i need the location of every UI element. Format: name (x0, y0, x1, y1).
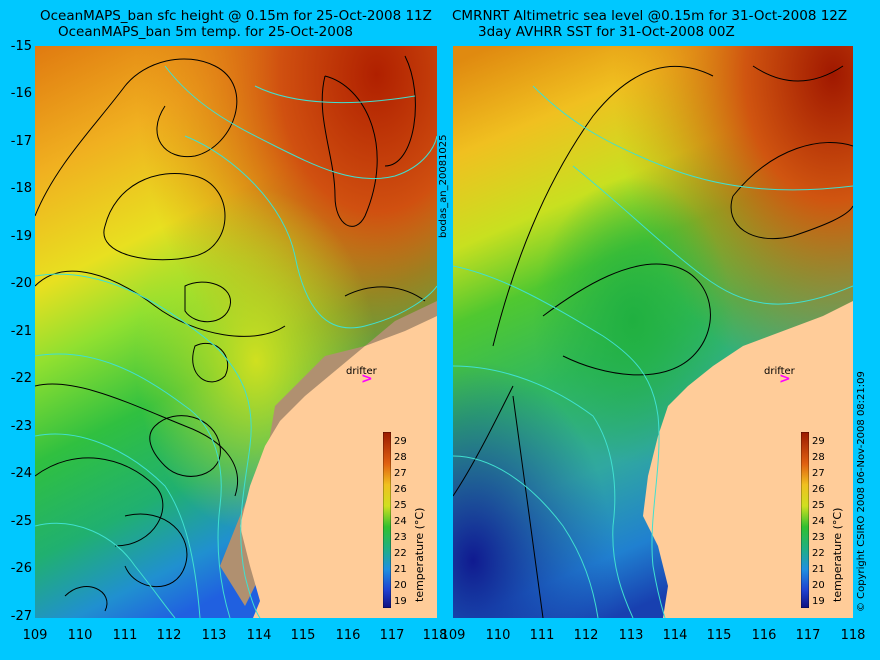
cbar-value: 20 (812, 580, 825, 591)
x-tick: 110 (485, 628, 511, 643)
x-tick: 118 (422, 628, 448, 643)
cbar-value: 22 (812, 548, 825, 559)
side-label: bodas_an_20081025 (438, 134, 449, 238)
cbar-value: 25 (394, 500, 407, 511)
x-tick: 115 (290, 628, 316, 643)
x-tick: 117 (795, 628, 821, 643)
cbar-value: 21 (812, 564, 825, 575)
cbar-value: 24 (394, 516, 407, 527)
x-tick: 111 (112, 628, 138, 643)
y-tick: -24 (10, 466, 32, 481)
cbar-value: 28 (812, 452, 825, 463)
y-tick: -15 (10, 39, 32, 54)
shelf-region (220, 301, 437, 606)
cbar-value: 23 (812, 532, 825, 543)
cbar-value: 21 (394, 564, 407, 575)
cbar-value: 24 (812, 516, 825, 527)
y-tick: -19 (10, 229, 32, 244)
x-tick: 116 (335, 628, 361, 643)
x-tick: 113 (618, 628, 644, 643)
y-tick: -27 (10, 609, 32, 624)
y-tick: -21 (10, 324, 32, 339)
cbar-value: 27 (394, 468, 407, 479)
cbar-value: 27 (812, 468, 825, 479)
y-tick: -16 (10, 86, 32, 101)
y-tick: -25 (10, 514, 32, 529)
right-title-line2: 3day AVHRR SST for 31-Oct-2008 00Z (478, 24, 735, 40)
cbar-value: 28 (394, 452, 407, 463)
sea-level-contours (453, 65, 853, 618)
x-tick: 115 (706, 628, 732, 643)
left-title-line2: OceanMAPS_ban 5m temp. for 25-Oct-2008 (58, 24, 353, 40)
cbar-value: 19 (394, 596, 407, 607)
left-map-panel: 29 28 27 26 25 24 23 22 21 20 19 tempera… (35, 46, 437, 618)
x-tick: 109 (440, 628, 466, 643)
x-tick: 116 (751, 628, 777, 643)
x-tick: 109 (22, 628, 48, 643)
x-tick: 114 (246, 628, 272, 643)
colorbar-gradient (801, 432, 809, 608)
cbar-value: 29 (394, 436, 407, 447)
cbar-title: temperature (°C) (413, 507, 426, 602)
colorbar-gradient (383, 432, 391, 608)
drifter-marker: > (361, 371, 373, 387)
x-tick: 110 (67, 628, 93, 643)
copyright-label: © Copyright CSIRO 2008 06-Nov-2008 08:21… (856, 371, 867, 612)
cbar-value: 20 (394, 580, 407, 591)
bathymetry-contours (453, 85, 853, 618)
x-tick: 118 (840, 628, 866, 643)
x-tick: 113 (201, 628, 227, 643)
y-tick: -22 (10, 371, 32, 386)
cbar-value: 26 (394, 484, 407, 495)
drifter-marker: > (779, 371, 791, 387)
cbar-value: 23 (394, 532, 407, 543)
cbar-value: 19 (812, 596, 825, 607)
land (643, 301, 853, 618)
right-title-line1: CMRNRT Altimetric sea level @0.15m for 3… (452, 8, 848, 24)
y-tick: -20 (10, 276, 32, 291)
cbar-title: temperature (°C) (831, 507, 844, 602)
y-tick: -18 (10, 181, 32, 196)
y-tick: -26 (10, 561, 32, 576)
y-tick: -17 (10, 134, 32, 149)
right-map-svg (453, 46, 853, 618)
y-tick: -23 (10, 419, 32, 434)
drifter-label: drifter (346, 366, 377, 377)
x-tick: 111 (529, 628, 555, 643)
x-tick: 112 (156, 628, 182, 643)
right-map-panel: 29 28 27 26 25 24 23 22 21 20 19 tempera… (453, 46, 853, 618)
drifter-label: drifter (764, 366, 795, 377)
cbar-value: 22 (394, 548, 407, 559)
x-tick: 117 (379, 628, 405, 643)
left-title-line1: OceanMAPS_ban sfc height @ 0.15m for 25-… (40, 8, 432, 24)
cbar-value: 29 (812, 436, 825, 447)
x-tick: 114 (662, 628, 688, 643)
bathymetry-contours (35, 65, 437, 618)
left-colorbar: 29 28 27 26 25 24 23 22 21 20 19 tempera… (383, 432, 433, 612)
left-map-svg (35, 46, 437, 618)
x-tick: 112 (573, 628, 599, 643)
right-colorbar: 29 28 27 26 25 24 23 22 21 20 19 tempera… (801, 432, 851, 612)
cbar-value: 25 (812, 500, 825, 511)
cbar-value: 26 (812, 484, 825, 495)
